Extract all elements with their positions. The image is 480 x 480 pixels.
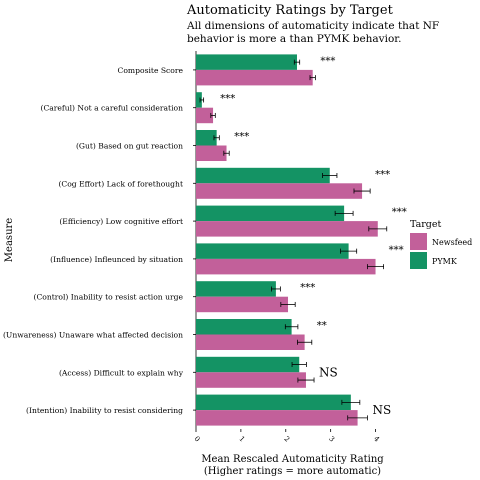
significance-label: ***: [320, 56, 335, 67]
significance-label: NS: [372, 403, 391, 417]
bar-pymk: [196, 92, 202, 108]
y-tick-label: Composite Score: [118, 66, 184, 75]
y-tick-label: (Careful) Not a careful consideration: [41, 104, 184, 113]
x-tick-label: 3: [327, 435, 336, 444]
legend-swatch-pymk: [410, 252, 427, 269]
x-axis-title: Mean Rescaled Automaticity Rating: [201, 454, 384, 465]
legend-title: Target: [410, 219, 442, 230]
x-tick-label: 2: [282, 435, 291, 444]
bar-pymk: [196, 319, 292, 335]
significance-label: ***: [220, 94, 235, 105]
bar-pymk: [196, 356, 300, 373]
y-tick-label: (Cog Effort) Lack of forethought: [58, 179, 183, 188]
bar-pymk: [196, 243, 349, 259]
bar-newsfeed: [196, 69, 313, 86]
significance-label: ***: [389, 245, 404, 256]
bar-newsfeed: [196, 107, 214, 124]
legend-label: Newsfeed: [432, 238, 472, 247]
y-tick-label: (Access) Difficult to explain why: [59, 368, 184, 377]
legend-label: PYMK: [432, 257, 458, 266]
y-tick-label: (Efficiency) Low cognitive effort: [59, 217, 183, 226]
bar-pymk: [196, 54, 297, 70]
bar-newsfeed: [196, 183, 363, 199]
bar-pymk: [196, 205, 345, 222]
bar-newsfeed: [196, 258, 376, 275]
bar-pymk: [196, 130, 217, 146]
x-tick-label: 0: [193, 435, 202, 444]
bar-newsfeed: [196, 145, 227, 161]
significance-label: **: [317, 321, 327, 332]
bar-newsfeed: [196, 296, 289, 313]
bar-pymk: [196, 281, 276, 297]
x-axis-subtitle: (Higher ratings = more automatic): [204, 466, 381, 477]
significance-label: NS: [319, 365, 338, 379]
y-axis-title: Measure: [4, 218, 15, 262]
significance-label: ***: [392, 207, 407, 218]
chart-subtitle: All dimensions of automaticity indicate …: [187, 20, 440, 45]
significance-label: ***: [375, 169, 390, 180]
bar-newsfeed: [196, 410, 358, 426]
significance-label: ***: [234, 132, 249, 143]
y-tick-label: (Gut) Based on gut reaction: [76, 142, 183, 151]
chart-title: Automaticity Ratings by Target: [187, 3, 393, 18]
y-tick-label: (Influence) Infleunced by situation: [50, 255, 183, 264]
bar-newsfeed: [196, 221, 378, 237]
y-tick-label: (Unwareness) Unaware what affected decis…: [3, 331, 183, 340]
y-tick-label: (Intention) Inability to resist consider…: [26, 406, 183, 415]
bar-newsfeed: [196, 372, 306, 388]
bar-pymk: [196, 394, 351, 411]
x-tick-label: 4: [372, 435, 381, 444]
bar-newsfeed: [196, 334, 305, 350]
significance-label: ***: [300, 283, 315, 294]
legend-swatch-newsfeed: [410, 233, 427, 250]
bar-pymk: [196, 167, 330, 184]
x-tick-label: 1: [237, 435, 246, 444]
y-tick-label: (Control) Inability to resist action urg…: [34, 293, 184, 302]
